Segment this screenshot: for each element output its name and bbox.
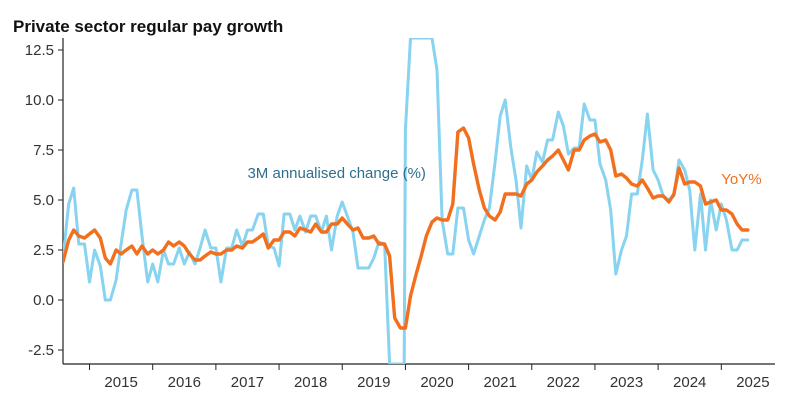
y-tick-label: -2.5 [28,342,54,359]
x-tick-label: 2020 [420,374,453,391]
y-tick-label: 2.5 [33,242,54,259]
y-tick-label: 12.5 [25,42,54,59]
y-tick-label: 5.0 [33,192,54,209]
x-tick-label: 2023 [610,374,643,391]
x-tick-label: 2024 [673,374,706,391]
x-tick-label: 2015 [104,374,137,391]
x-tick-label: 2016 [168,374,201,391]
x-tick-label: 2022 [547,374,580,391]
x-tick-label: 2018 [294,374,327,391]
series-line-yoy [63,126,750,330]
series-line-3m-annualised [63,38,750,364]
series-lines [63,38,750,364]
y-tick-label: 0.0 [33,292,54,309]
series-annotations: 3M annualised change (%) YoY% [247,165,761,188]
chart-title: Private sector regular pay growth [13,17,283,36]
x-tick-label: 2019 [357,374,390,391]
y-tick-label: 10.0 [25,92,54,109]
x-tick-label: 2021 [483,374,516,391]
x-tick-label: 2017 [231,374,264,391]
axes: 12.5 10.0 7.5 5.0 2.5 0.0 -2.5 2015 2016 2017 2018… [25,38,775,391]
x-tick-label: 2025 [736,374,769,391]
y-tick-label: 7.5 [33,142,54,159]
series-annotation: YoY% [721,171,761,188]
series-annotation: 3M annualised change (%) [247,165,425,182]
